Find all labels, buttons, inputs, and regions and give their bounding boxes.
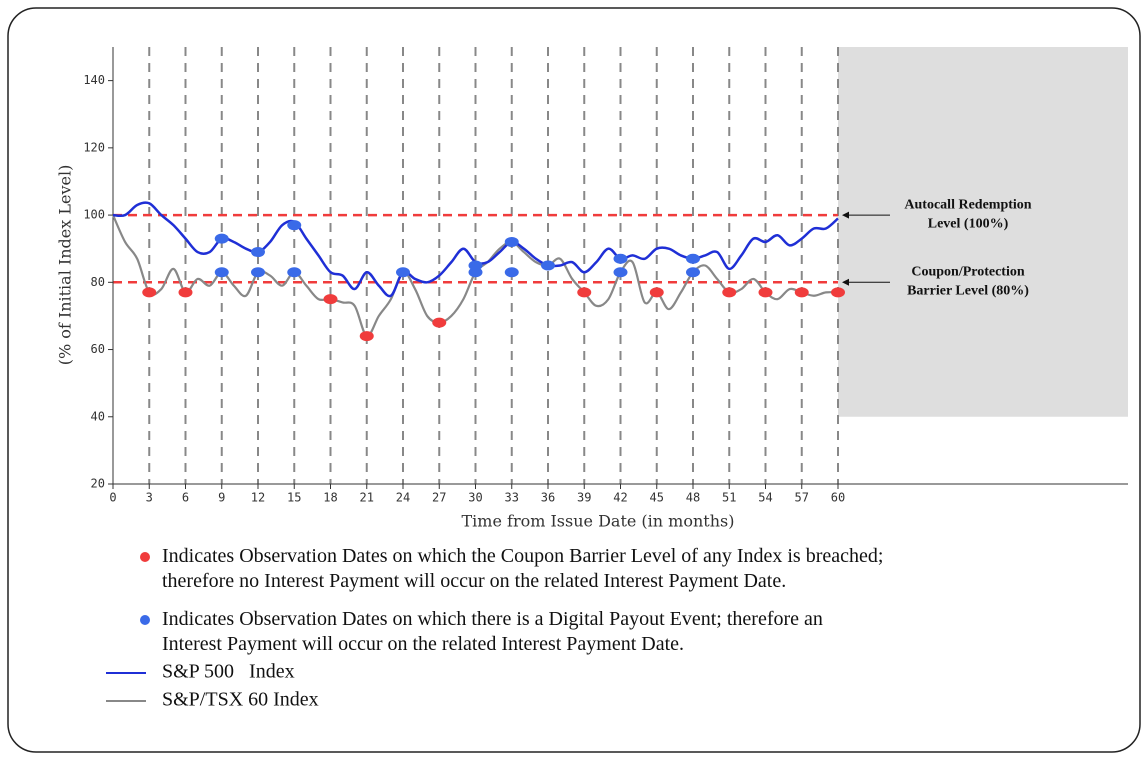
y-axis-label: (% of Initial Index Level) bbox=[56, 165, 75, 366]
y-tick-label: 100 bbox=[83, 208, 105, 222]
observation-marker bbox=[251, 247, 265, 258]
annotation: Coupon/Protection bbox=[911, 265, 1025, 280]
x-tick-label: 30 bbox=[468, 491, 482, 505]
y-tick-label: 140 bbox=[83, 73, 105, 87]
legend-label: Indicates Observation Dates on which the… bbox=[162, 608, 823, 655]
legend-label: S&P/TSX 60 Index bbox=[162, 689, 319, 711]
x-tick-label: 45 bbox=[650, 491, 664, 505]
observation-marker bbox=[613, 267, 628, 278]
observation-marker bbox=[794, 287, 809, 298]
x-tick-label: 3 bbox=[146, 491, 153, 505]
observation-marker bbox=[214, 233, 229, 244]
observation-marker bbox=[287, 267, 302, 278]
x-tick-label: 33 bbox=[505, 491, 519, 505]
y-tick-label: 20 bbox=[91, 477, 105, 491]
observation-marker bbox=[613, 253, 628, 264]
x-tick-label: 60 bbox=[831, 491, 845, 505]
x-tick-label: 48 bbox=[686, 491, 700, 505]
x-tick-label: 39 bbox=[577, 491, 591, 505]
y-tick-label: 60 bbox=[91, 342, 105, 356]
x-tick-label: 24 bbox=[396, 491, 410, 505]
x-tick-label: 57 bbox=[795, 491, 809, 505]
arrow-head bbox=[842, 211, 849, 219]
arrow-head bbox=[842, 278, 849, 286]
observation-marker bbox=[504, 267, 519, 278]
observation-marker bbox=[577, 287, 592, 298]
x-tick-label: 12 bbox=[251, 491, 265, 505]
observation-marker bbox=[686, 253, 700, 264]
x-tick-label: 18 bbox=[323, 491, 337, 505]
observation-marker bbox=[686, 267, 700, 278]
x-tick-label: 51 bbox=[722, 491, 736, 505]
legend-label: S&P 500 Index bbox=[162, 661, 295, 683]
observation-marker bbox=[831, 287, 845, 298]
x-tick-label: 36 bbox=[541, 491, 555, 505]
annotation: Barrier Level (80%) bbox=[907, 284, 1029, 299]
observation-marker bbox=[468, 267, 483, 278]
observation-marker bbox=[142, 287, 157, 298]
x-tick-label: 6 bbox=[182, 491, 189, 505]
x-tick-label: 21 bbox=[360, 491, 374, 505]
frame bbox=[7, 7, 1141, 753]
shaded-region bbox=[838, 47, 1128, 417]
legend-label: Indicates Observation Dates on which the… bbox=[162, 545, 883, 592]
observation-marker bbox=[722, 287, 737, 298]
annotation: Autocall Redemption bbox=[904, 197, 1031, 212]
observation-marker bbox=[649, 287, 664, 298]
x-tick-label: 54 bbox=[758, 491, 772, 505]
x-tick-label: 9 bbox=[218, 491, 225, 505]
observation-marker bbox=[251, 267, 265, 278]
x-tick-label: 15 bbox=[287, 491, 301, 505]
legend-marker bbox=[140, 552, 150, 562]
observation-marker bbox=[287, 220, 302, 231]
x-tick-label: 27 bbox=[432, 491, 446, 505]
legend-marker bbox=[140, 615, 150, 625]
x-tick-label: 0 bbox=[109, 491, 116, 505]
observation-marker bbox=[432, 317, 447, 328]
observation-marker bbox=[504, 236, 519, 247]
observation-marker bbox=[541, 260, 555, 271]
observation-marker bbox=[214, 267, 229, 278]
observation-marker bbox=[758, 287, 773, 298]
annotation: Level (100%) bbox=[928, 216, 1009, 231]
observation-marker bbox=[396, 267, 410, 278]
observation-marker bbox=[178, 287, 193, 298]
x-tick-label: 42 bbox=[613, 491, 627, 505]
observation-marker bbox=[359, 331, 374, 342]
y-tick-label: 120 bbox=[83, 140, 105, 154]
y-tick-label: 80 bbox=[91, 275, 105, 289]
y-tick-label: 40 bbox=[91, 409, 105, 423]
observation-marker bbox=[323, 294, 338, 305]
x-axis-label: Time from Issue Date (in months) bbox=[462, 512, 735, 531]
